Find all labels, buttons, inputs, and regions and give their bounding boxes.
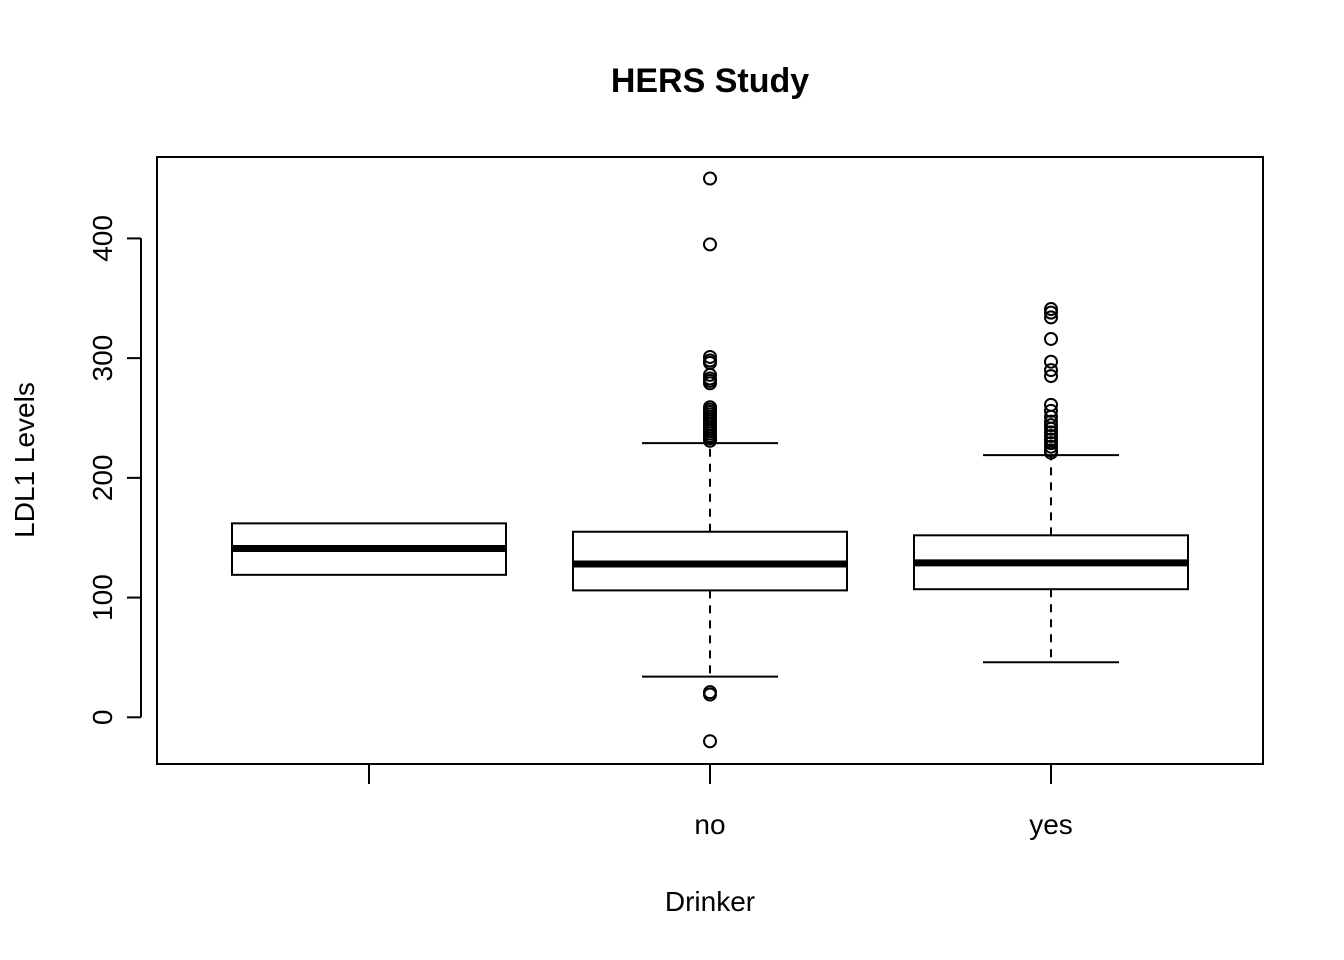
x-tick-label: yes xyxy=(1029,809,1073,840)
outlier-point xyxy=(703,734,717,749)
outlier-point xyxy=(1044,403,1058,418)
outlier-point xyxy=(1044,369,1058,384)
y-axis: 0 100 200 300 400 xyxy=(87,215,142,726)
box-series xyxy=(231,171,1189,749)
y-tick-label: 300 xyxy=(87,335,118,382)
outlier-point xyxy=(1044,445,1058,460)
outlier-point xyxy=(1044,305,1058,320)
y-tick-label: 200 xyxy=(87,455,118,502)
y-tick-label: 400 xyxy=(87,215,118,262)
y-axis-label: LDL1 Levels xyxy=(9,382,40,538)
outlier-point xyxy=(1044,310,1058,325)
x-tick-label: no xyxy=(694,809,725,840)
outlier-point xyxy=(703,376,717,391)
outlier-point xyxy=(1044,363,1058,378)
y-tick-label: 100 xyxy=(87,574,118,621)
outlier-point xyxy=(1044,331,1058,346)
y-tick-label: 0 xyxy=(87,710,118,726)
box-group-missing xyxy=(231,522,507,576)
outlier-point xyxy=(703,171,717,186)
x-axis: no yes xyxy=(368,763,1073,840)
outlier-point xyxy=(703,687,717,702)
chart-title: HERS Study xyxy=(611,62,809,100)
outlier-point xyxy=(703,237,717,252)
box-group-no xyxy=(572,171,848,749)
outlier-point xyxy=(1044,354,1058,369)
x-axis-label: Drinker xyxy=(665,886,755,917)
outlier-point xyxy=(703,433,717,448)
box-group-yes xyxy=(913,302,1189,664)
